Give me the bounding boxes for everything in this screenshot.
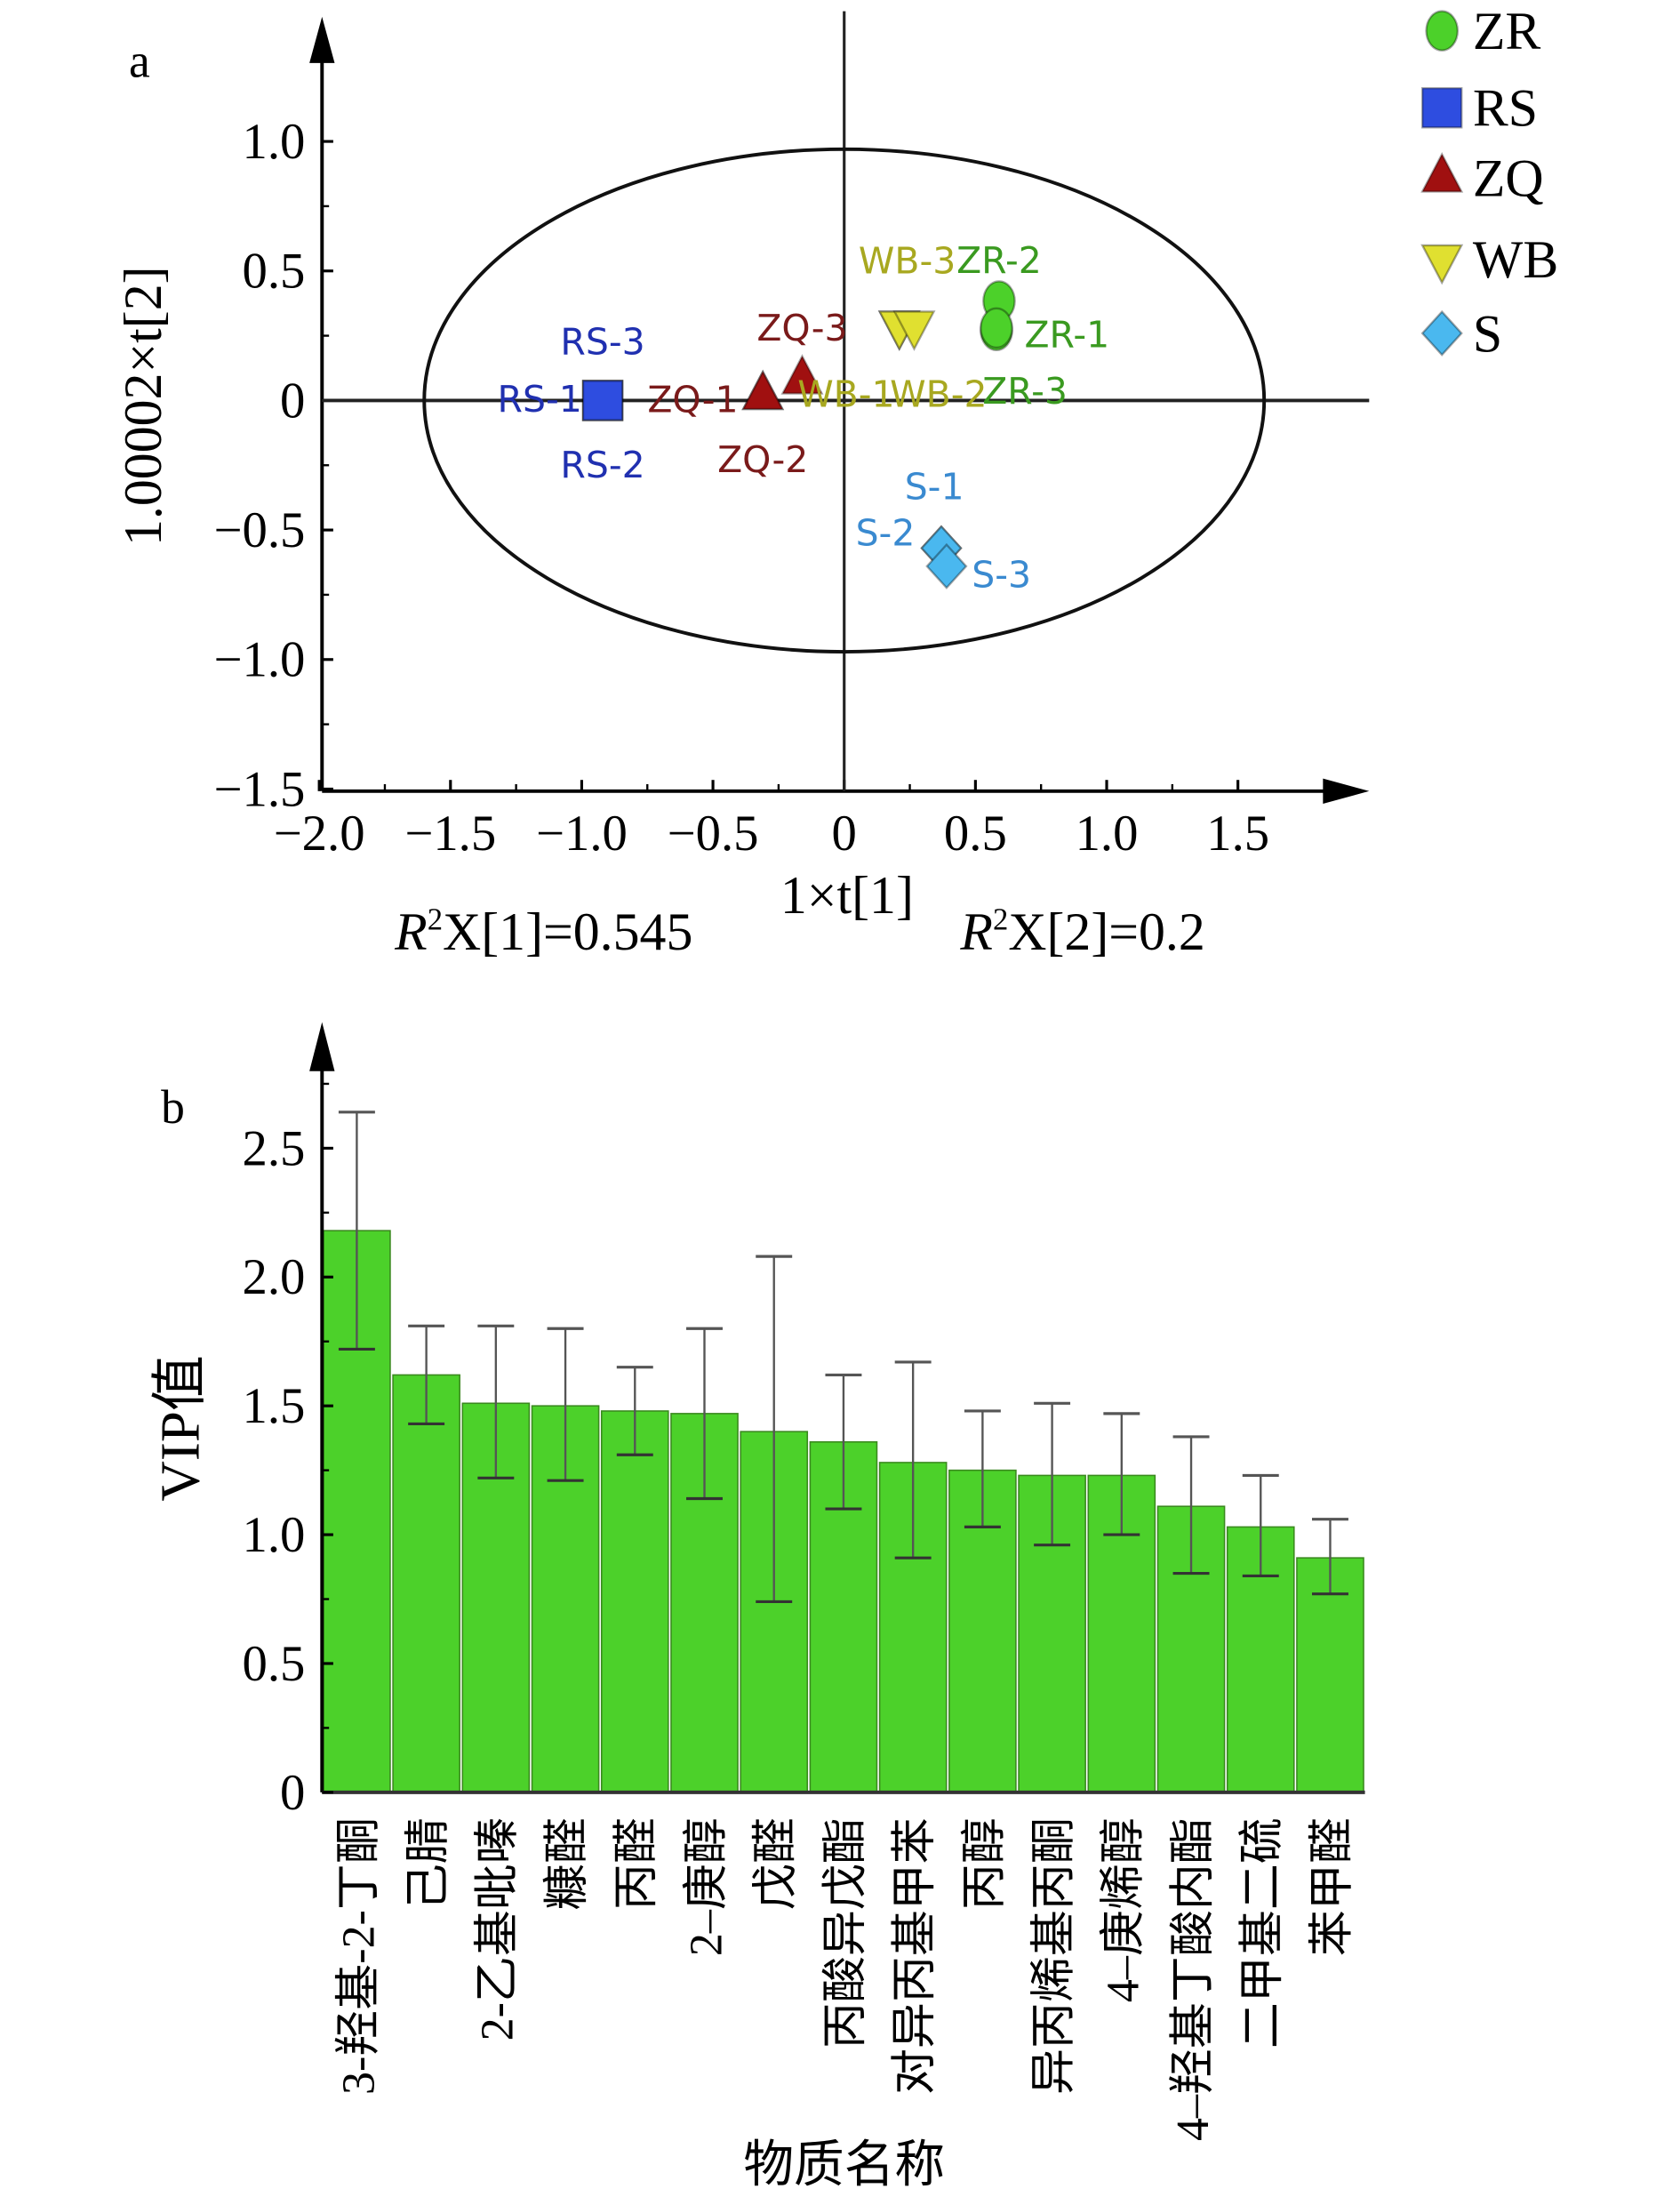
point-label: ZQ-3 [756, 307, 847, 349]
legend-marker [1420, 87, 1463, 129]
data-point [741, 369, 785, 411]
point-label: ZR-3 [982, 370, 1068, 413]
x-tick-label-b: 戊醛 [751, 1817, 802, 1910]
x-tick-label-a: −2.0 [274, 806, 365, 862]
x-tick-label-b: 4–庚烯醇 [1099, 1817, 1149, 2002]
x-tick-label-a: 0.5 [944, 806, 1007, 862]
x-tick-label-b: 丙醇 [959, 1817, 1010, 1910]
point-label: WB-1 [797, 373, 894, 415]
y-tick-label-b: 1.0 [243, 1507, 306, 1563]
point-label: ZR-2 [956, 239, 1042, 282]
legend-label: RS [1473, 79, 1538, 138]
confidence-ellipse [422, 147, 1267, 654]
y-axis-label-a: 1.00002×t[2] [114, 266, 172, 546]
legend-marker [1420, 244, 1464, 285]
data-point [925, 542, 968, 589]
y-tick-label-b: 0.5 [243, 1636, 306, 1692]
r2x1-annotation: R2X[1]=0.545 [394, 902, 692, 961]
point-label: RS-1 [498, 378, 582, 421]
legend-label: S [1473, 304, 1502, 363]
x-axis-label-a: 1×t[1] [780, 866, 914, 925]
point-label: ZR-1 [1024, 314, 1109, 357]
legend: ZR RS ZQ WB S [1420, 2, 1558, 363]
data-point [892, 310, 936, 351]
x-axis-label-b: 物质名称 [743, 2137, 945, 2193]
y-tick-label-b: 1.5 [243, 1378, 306, 1434]
y-tick-label-a: −0.5 [214, 502, 306, 558]
x-tick-label-b: 糠醛 [541, 1817, 593, 1910]
bar [600, 1410, 669, 1793]
point-label: S-1 [905, 465, 964, 508]
x-tick-label-a: −1.0 [536, 806, 628, 862]
x-tick-label-a: −1.5 [404, 806, 496, 862]
x-axis-arrow-icon [1323, 778, 1370, 804]
x-tick-label-b: 对异丙基甲苯 [890, 1817, 940, 2095]
x-tick-label-b: 丙醛 [612, 1817, 662, 1910]
y-axis-label-b: VIP值 [149, 1355, 212, 1501]
x-tick-label-b: 二甲基二硫 [1237, 1817, 1288, 2049]
x-tick-label-a: 0 [832, 806, 857, 862]
y-tick-label-b: 0 [280, 1765, 305, 1821]
x-tick-label-b: 己腈 [404, 1817, 454, 1910]
data-point [980, 307, 1013, 349]
axes-a: −2.0 −1.5 −1.0 −0.5 0 0.5 1.0 1.51.00.50−0.5−1.… [214, 11, 1370, 862]
x-tick-label-a: 1.0 [1076, 806, 1139, 862]
x-tick-label-a: 1.5 [1206, 806, 1269, 862]
point-label: S-3 [972, 554, 1031, 597]
point-label: RS-2 [560, 444, 644, 486]
r2x2-annotation: R2X[2]=0.2 [959, 902, 1204, 961]
panel-label-a: a [129, 35, 150, 88]
score-plot: a −2.0 −1.5 −1.0 −0.5 0 0.5 1.0 1.51.00.50−0.5−… [114, 2, 1558, 961]
data-point [581, 380, 624, 421]
data-point [780, 354, 824, 395]
x-tick-label-b: 2–庚醇 [681, 1817, 732, 1956]
y-tick-label-a: −1.5 [214, 761, 306, 817]
bar [392, 1374, 460, 1793]
bar [1296, 1557, 1364, 1793]
legend-marker [1420, 309, 1463, 357]
point-label: WB-3 [859, 240, 956, 283]
panel-label-b: b [161, 1080, 185, 1134]
y-tick-label-a: −1.0 [214, 632, 306, 688]
legend-label: WB [1473, 230, 1558, 289]
point-label: RS-3 [560, 320, 644, 363]
bars-b: 3-羟基-2-丁酮 己腈 2-乙基吡嗪 糠醛 丙醛 2–庚醇 戊醛 丙酸异戊酯 对异丙基甲苯 丙醇… [323, 1111, 1364, 2141]
y-tick-label-a: 0.5 [243, 244, 306, 300]
axes-b: 0 0.5 1.0 1.5 2.0 2.5 [243, 1022, 1365, 1821]
x-tick-label-b: 丙酸异戊酯 [820, 1817, 871, 2049]
x-tick-label-a: −0.5 [668, 806, 759, 862]
legend-label: ZR [1473, 2, 1541, 60]
x-tick-label-b: 2-乙基吡嗪 [473, 1817, 524, 2041]
point-label: WB-2 [890, 373, 987, 415]
point-label: S-2 [856, 511, 916, 554]
point-label: ZQ-2 [717, 438, 808, 481]
y-axis-arrow-icon [309, 1022, 335, 1071]
y-tick-label-a: 1.0 [243, 114, 306, 170]
y-tick-label-b: 2.5 [243, 1120, 306, 1176]
x-tick-label-b: 苯甲醛 [1307, 1817, 1357, 1956]
legend-label: ZQ [1473, 148, 1544, 207]
legend-marker [1425, 10, 1460, 52]
legend-marker [1420, 152, 1464, 193]
x-tick-label-b: 4–羟基丁酸内酯 [1168, 1817, 1219, 2141]
y-tick-label-b: 2.0 [243, 1249, 306, 1305]
point-label: ZQ-1 [647, 378, 738, 421]
points-a: ZR-1 ZR-2 ZR-3 RS-1 RS-2 RS-3ZQ-1 ZQ-2 ZQ-3 WB-1… [498, 239, 1110, 596]
x-tick-label-b: 异丙烯基丙酮 [1028, 1817, 1079, 2095]
vip-bar-chart: b 3-羟基-2-丁酮 己腈 2-乙基吡嗪 糠醛 丙醛 2–庚醇 戊醛 丙酸异戊酯 对异丙基甲苯… [149, 1022, 1365, 2193]
y-axis-arrow-icon [309, 16, 335, 63]
x-tick-label-b: 3-羟基-2-丁酮 [333, 1817, 384, 2095]
y-tick-label-a: 0 [280, 373, 305, 429]
